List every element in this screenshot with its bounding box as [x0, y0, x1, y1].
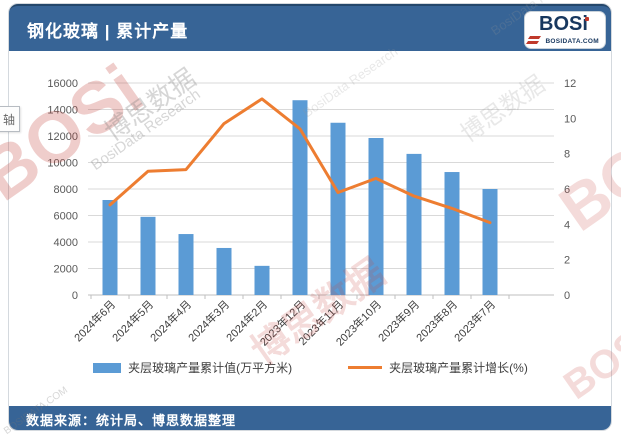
bar-2024年6月 [102, 199, 118, 295]
data-source-text: 数据来源：统计局、博思数据整理 [26, 413, 237, 428]
y-left-tick-label: 10000 [47, 158, 78, 170]
y-left-tick-label: 14000 [47, 105, 78, 117]
bar-2024年5月 [140, 216, 156, 295]
y-right-tick-label: 2 [564, 255, 570, 267]
legend-label-bar: 夹层玻璃产量累计值(万平方米) [128, 361, 293, 375]
bar-2023年9月 [406, 153, 422, 295]
floating-axis-label-box: 轴 [0, 106, 20, 132]
y-right-tick-label: 4 [564, 219, 570, 231]
logo-text: BOSi [539, 13, 588, 35]
bar-2023年12月 [292, 100, 308, 295]
bar-2024年2月 [254, 265, 270, 295]
page-title: 钢化玻璃 | 累计产量 [27, 22, 189, 41]
logo-domain: BOSIDATA.COM [545, 38, 599, 45]
bar-2023年11月 [330, 122, 346, 295]
y-left-tick-label: 16000 [47, 78, 78, 90]
y-left-tick-label: 12000 [47, 131, 78, 143]
y-left-tick-label: 8000 [54, 184, 78, 196]
x-axis-label: 2023年7月 [451, 297, 498, 344]
header-bar: 钢化玻璃 | 累计产量 BOSi BOSIDATA.COM [9, 4, 611, 51]
bar-2023年10月 [368, 137, 384, 295]
y-right-tick-label: 10 [564, 113, 576, 125]
y-right-tick-label: 6 [564, 184, 570, 196]
y-left-tick-label: 0 [72, 290, 78, 302]
y-right-tick-label: 12 [564, 78, 576, 90]
y-right-tick-label: 8 [564, 149, 570, 161]
bosi-logo: BOSi BOSIDATA.COM [525, 12, 605, 48]
footer-bar: 数据来源：统计局、博思数据整理 [9, 406, 611, 430]
bar-2023年7月 [482, 189, 498, 295]
floating-axis-label: 轴 [2, 112, 15, 127]
bar-swatch-icon [93, 362, 122, 373]
legend-item-line: 夹层玻璃产量累计增长(%) [348, 359, 528, 376]
legend-label-line: 夹层玻璃产量累计增长(%) [389, 361, 528, 375]
y-left-tick-label: 6000 [54, 211, 78, 223]
legend-item-bar: 夹层玻璃产量累计值(万平方米) [93, 359, 292, 376]
bar-2024年4月 [178, 234, 194, 295]
growth-line-series [108, 97, 492, 225]
bar-2023年8月 [444, 172, 460, 295]
line-swatch-icon [348, 366, 383, 369]
y-left-tick-label: 4000 [54, 237, 78, 249]
y-left-tick-label: 2000 [54, 264, 78, 276]
bar-2024年3月 [216, 247, 232, 295]
logo-red-dot-icon [585, 17, 589, 21]
chart-legend: 夹层玻璃产量累计值(万平方米) 夹层玻璃产量累计增长(%) [0, 359, 621, 376]
y-right-tick-label: 0 [564, 290, 570, 302]
